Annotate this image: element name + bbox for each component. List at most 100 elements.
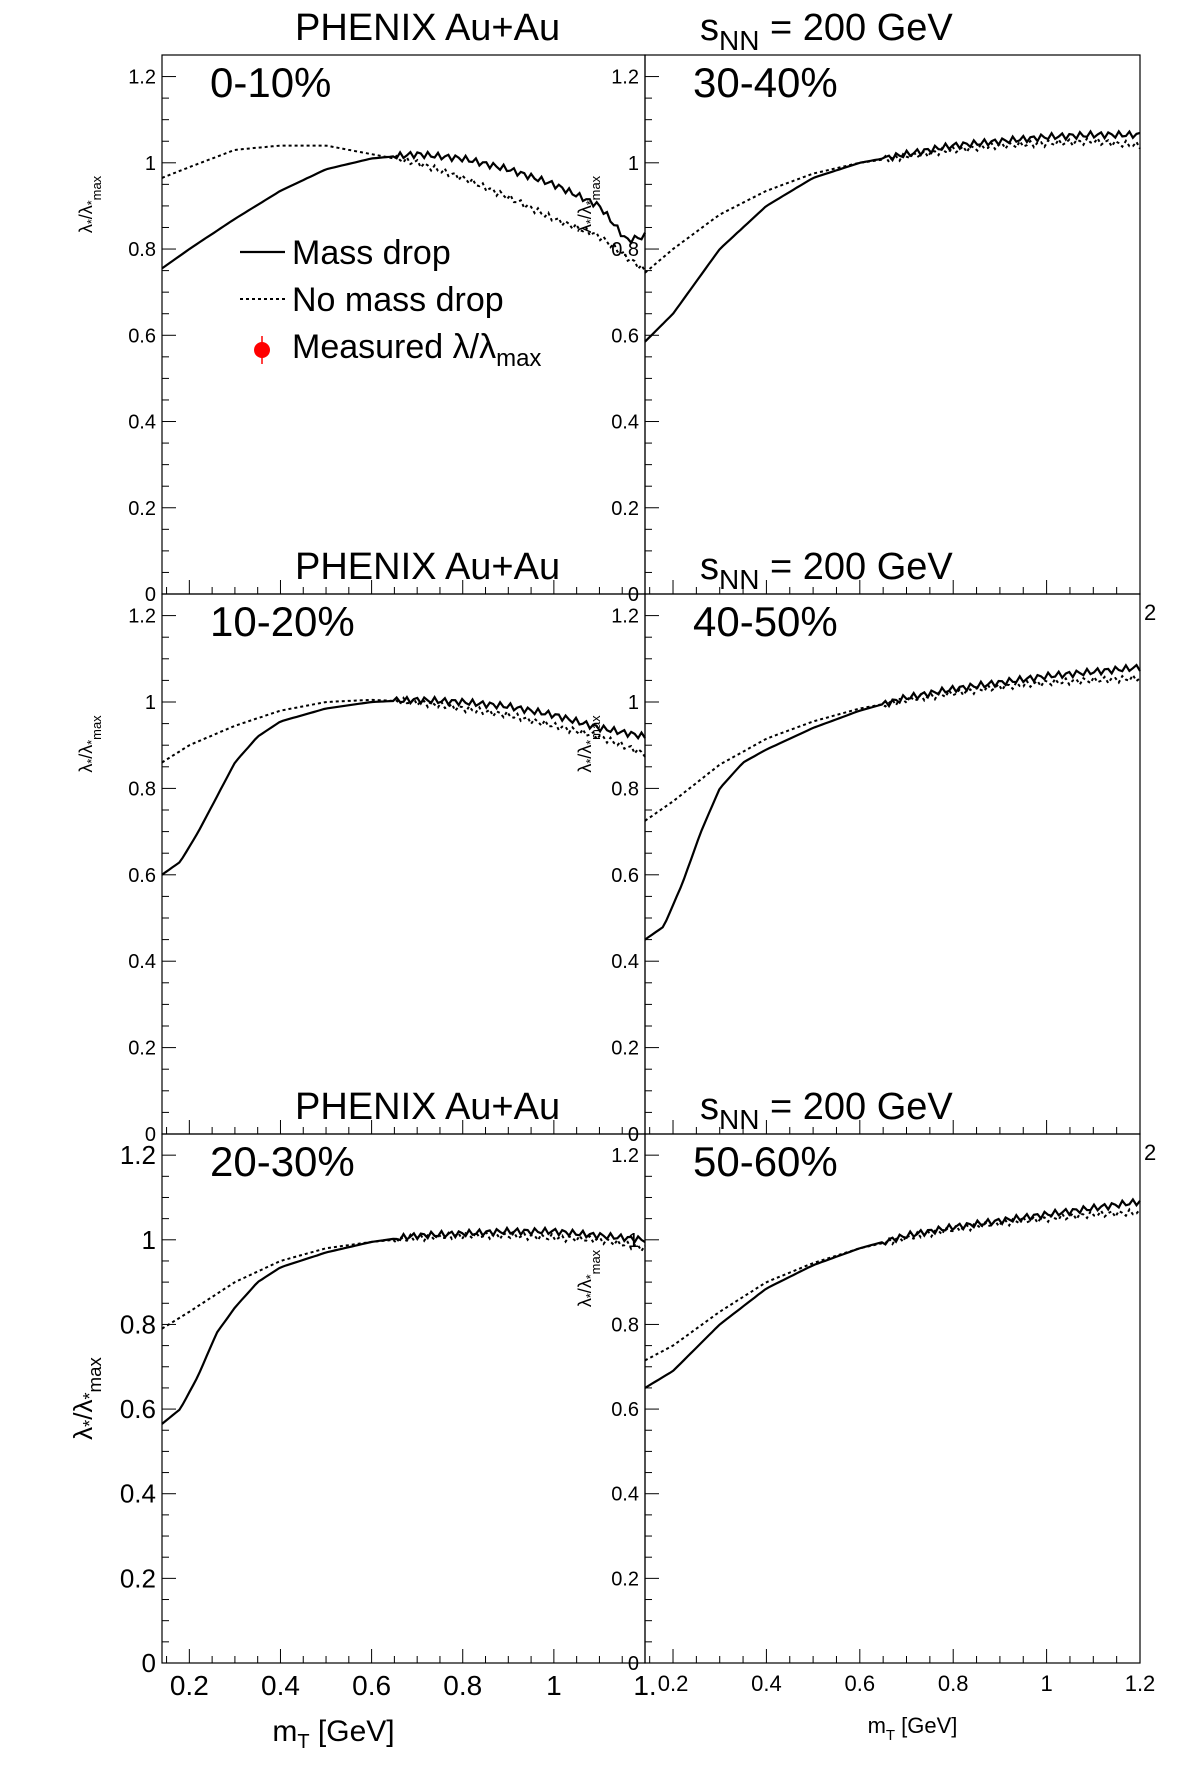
x-tick-label: 0.6 [845,1671,876,1696]
energy-title: sNN = 200 GeV [700,7,953,56]
y-tick-label: 1.2 [128,67,156,89]
y-tick-label: 0.4 [611,412,639,434]
x-tick-label: 1 [546,1670,562,1701]
x-tick-label: 1.2 [1125,1671,1156,1696]
legend-item: Mass drop [292,234,451,272]
series-no-mass-drop-line [644,1207,1141,1362]
y-axis-label: λ*/λ*max [575,175,603,233]
series-mass-drop-line [644,1197,1141,1389]
panel-label: 20-30% [210,1138,355,1185]
panel-30-40%: 0 0.2 0.4 0.6 0.8 1 1.2 λ*/λ*max 30-40% [575,54,1141,606]
series-mass-drop-line [161,1225,646,1425]
y-tick-label: 0.4 [128,412,156,434]
x-tick-label: 1. [633,1670,656,1701]
y-tick-label: 1 [145,153,156,175]
x-tick-label: 0.8 [938,1671,969,1696]
y-axis-label: λ*/λ*max [76,715,104,773]
y-axis-label: λ*/λ*max [68,1356,105,1439]
series-no-mass-drop-line [644,136,1141,274]
panel-20-30%: 0 0.2 0.4 0.6 0.8 1 1.2 0.2 0.4 0.6 0.8 1 1. λ*/λ*max… [68,1086,953,1753]
y-tick-label: 0.4 [611,951,639,973]
x-tick-label: 0.2 [658,1671,689,1696]
panel-0-10%: 0 0.2 0.4 0.6 0.8 1 1.2 λ*/λ*max 0-10% PHENIX Au+… [76,7,953,606]
x-tick-label: 0.6 [352,1670,391,1701]
series-no-mass-drop-line [161,1230,646,1330]
svg-text:λ*/λ*max: λ*/λ*max [575,1249,603,1307]
y-tick-label: 1 [628,1230,639,1252]
y-tick-label: 0.6 [128,325,156,347]
energy-title: sNN = 200 GeV [700,1086,953,1135]
y-tick-label: 0.6 [128,865,156,887]
energy-title: sNN = 200 GeV [700,546,953,595]
y-tick-label: 1.2 [611,1145,639,1167]
y-tick-label: 0.8 [120,1309,156,1339]
experiment-title: PHENIX Au+Au [295,546,560,588]
experiment-title: PHENIX Au+Au [295,1086,560,1128]
x-tick-label: 0.8 [443,1670,482,1701]
y-tick-label: 0.6 [611,325,639,347]
svg-text:λ*/λ*max: λ*/λ*max [575,175,603,233]
y-tick-label: 1.2 [120,1140,156,1170]
y-tick-label: 0 [628,1653,639,1675]
panel-label: 50-60% [693,1138,838,1185]
overflow-tick-label: 2 [1144,1140,1156,1165]
svg-text:λ*/λ*max: λ*/λ*max [575,715,603,773]
plot-frame [161,1133,646,1664]
y-tick-label: 0 [142,1648,156,1678]
panel-50-60%: 00.20.40.60.811.20.2 0.4 0.6 0.8 1 1.2λ*/λ*ma… [575,1133,1156,1744]
svg-text:λ*/λ*max: λ*/λ*max [76,175,104,233]
y-tick-label: 0.6 [120,1394,156,1424]
series-mass-drop-line [644,663,1141,941]
y-tick-label: 0.8 [611,1314,639,1336]
y-tick-label: 0 [145,1124,156,1146]
series-mass-drop-line [161,695,646,876]
y-tick-label: 0 [628,584,639,606]
x-tick-label: 0.2 [170,1670,209,1701]
y-tick-label: 0.2 [611,498,639,520]
y-axis-label: λ*/λ*max [575,715,603,773]
svg-text:λ*/λ*max: λ*/λ*max [68,1356,105,1439]
y-tick-label: 0.8 [128,239,156,261]
y-tick-label: 0 [145,584,156,606]
svg-text:λ*/λ*max: λ*/λ*max [76,715,104,773]
x-axis-label: mT [GeV] [868,1713,958,1744]
y-axis-label: λ*/λ*max [76,175,104,233]
y-tick-label: 0.8 [611,239,639,261]
overflow-tick-label: 2 [1144,600,1156,625]
experiment-title: PHENIX Au+Au [295,7,560,49]
y-tick-label: 0.8 [128,778,156,800]
panel-label: 40-50% [693,598,838,645]
plot-frame [161,54,646,595]
series-no-mass-drop-line [644,673,1141,822]
x-tick-label: 1 [1040,1671,1052,1696]
legend-item: No mass drop [292,281,504,319]
legend-marker [254,342,270,358]
series-mass-drop-line [161,150,646,270]
y-tick-label: 0.2 [120,1563,156,1593]
legend-item: Measured λ/λmax [292,328,541,372]
y-tick-label: 0.2 [128,1038,156,1060]
series-no-mass-drop-line [161,144,646,272]
y-tick-label: 0.6 [611,1399,639,1421]
panel-label: 30-40% [693,59,838,106]
x-axis-label: mT [GeV] [272,1715,394,1753]
series-mass-drop-line [644,129,1141,343]
y-tick-label: 1 [628,692,639,714]
y-tick-label: 1.2 [611,606,639,628]
y-tick-label: 0.4 [611,1484,639,1506]
y-tick-label: 0.6 [611,865,639,887]
plot-frame [644,1133,1141,1664]
y-tick-label: 0.2 [611,1038,639,1060]
y-tick-label: 1.2 [128,606,156,628]
legend: Mass drop No mass drop Measured λ/λmax [240,234,541,372]
plot-frame [644,54,1141,595]
y-tick-label: 1 [628,153,639,175]
panel-40-50%: 0 0.2 0.4 0.6 0.8 1 1.2 λ*/λ*max 40-50% [575,593,1141,1146]
y-axis-label: λ*/λ*max [575,1249,603,1307]
x-tick-label: 0.4 [261,1670,300,1701]
y-tick-label: 0.8 [611,778,639,800]
y-tick-label: 0.4 [128,951,156,973]
y-tick-label: 0.4 [120,1479,156,1509]
series-no-mass-drop-line [161,696,646,764]
